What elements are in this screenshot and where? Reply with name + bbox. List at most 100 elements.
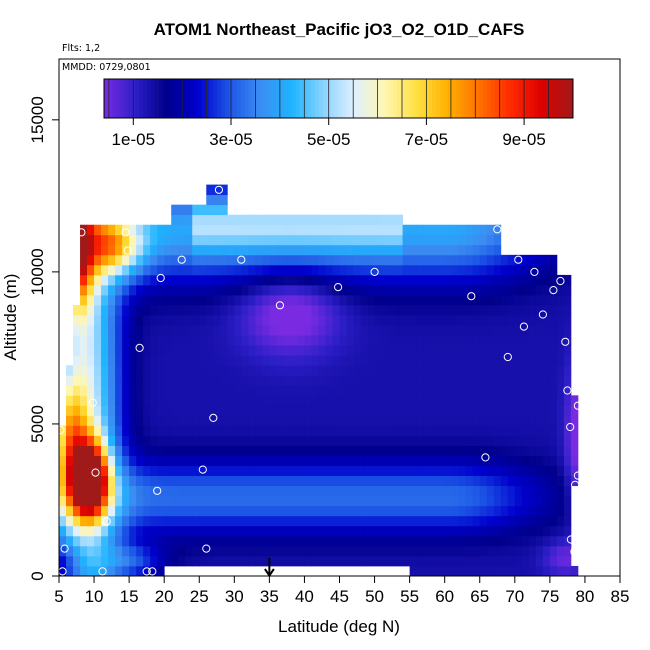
heat-cell	[206, 505, 214, 517]
heat-cell	[143, 264, 151, 276]
heat-cell	[220, 214, 228, 226]
heat-cell	[80, 555, 88, 567]
heat-cell	[206, 254, 214, 266]
heat-cell	[458, 395, 467, 406]
heat-cell	[290, 475, 298, 487]
heat-cell	[192, 244, 200, 256]
heat-cell	[493, 445, 502, 456]
heat-cell	[213, 545, 221, 557]
heat-cell	[528, 315, 537, 326]
heat-cell	[451, 254, 460, 266]
heat-cell	[290, 284, 298, 296]
heat-cell	[500, 545, 509, 557]
heat-cell	[500, 355, 509, 366]
heat-cell	[136, 505, 144, 517]
heat-cell	[430, 455, 439, 467]
heat-cell	[59, 505, 67, 517]
heat-cell	[80, 445, 88, 456]
heat-cell	[129, 234, 137, 246]
heat-cell	[220, 465, 228, 477]
heat-cell	[283, 465, 291, 477]
heat-cell	[507, 515, 516, 527]
heat-cell	[136, 385, 144, 396]
heat-cell	[220, 485, 228, 497]
heat-cell	[409, 375, 418, 386]
heat-cell	[423, 234, 432, 246]
heat-cell	[241, 375, 249, 386]
observation-marker	[573, 401, 583, 410]
heat-cell	[395, 555, 404, 567]
heat-cell	[563, 375, 572, 386]
heat-cell	[388, 515, 396, 527]
heat-cell	[556, 465, 565, 477]
colorbar-swatch	[404, 79, 410, 118]
heat-cell	[255, 545, 263, 557]
heat-cell	[451, 415, 460, 426]
heat-cell	[87, 395, 95, 406]
heat-cell	[171, 545, 179, 557]
heat-cell	[297, 305, 305, 316]
heat-cell	[157, 244, 165, 256]
heat-cell	[353, 415, 361, 426]
heat-cell	[227, 284, 235, 296]
heat-cell	[143, 525, 151, 537]
heat-cell	[192, 535, 200, 547]
heat-cell	[437, 355, 446, 366]
heat-cell	[227, 365, 235, 376]
heat-cell	[262, 505, 270, 517]
heat-cell	[192, 525, 200, 537]
heat-cell	[94, 355, 102, 366]
heat-cell	[213, 435, 221, 446]
heat-cell	[262, 405, 270, 416]
heat-cell	[206, 445, 214, 456]
heat-cell	[206, 184, 214, 196]
heat-cell	[108, 284, 116, 296]
heat-cell	[143, 224, 151, 236]
heat-cell	[192, 495, 200, 507]
heat-cell	[458, 224, 467, 236]
heat-cell	[115, 325, 123, 336]
heat-cell	[220, 425, 228, 436]
heat-cell	[171, 244, 179, 256]
heat-cell	[507, 305, 516, 316]
heat-cell	[297, 224, 305, 236]
heat-cell	[311, 465, 319, 477]
heat-cell	[444, 415, 453, 426]
heat-cell	[430, 355, 439, 366]
heat-cell	[339, 345, 347, 356]
heat-cell	[241, 385, 249, 396]
heat-cell	[528, 355, 537, 366]
colorbar-swatch	[432, 79, 437, 118]
heat-cell	[423, 365, 432, 376]
heat-cell	[227, 224, 235, 236]
heat-cell	[563, 525, 572, 537]
heat-cell	[493, 505, 502, 517]
heat-cell	[276, 515, 284, 527]
heat-cell	[353, 525, 361, 537]
heat-cell	[416, 395, 425, 406]
heat-cell	[157, 315, 165, 326]
heat-cell	[423, 395, 432, 406]
heat-cell	[409, 385, 418, 396]
heat-cell	[521, 555, 530, 567]
heat-cell	[465, 435, 474, 446]
heat-cell	[164, 455, 172, 467]
heat-cell	[409, 315, 418, 326]
heat-cell	[416, 535, 425, 547]
heat-cell	[472, 325, 481, 336]
heat-cell	[318, 465, 326, 477]
heat-cell	[535, 315, 544, 326]
heat-cell	[549, 415, 558, 426]
heat-cell	[423, 335, 432, 346]
heat-cell	[248, 234, 256, 246]
heat-cell	[381, 475, 389, 487]
heat-cell	[381, 445, 389, 456]
heat-cell	[430, 405, 439, 416]
heat-cell	[542, 375, 551, 386]
heat-cell	[297, 284, 305, 296]
heat-cell	[297, 485, 305, 497]
heat-cell	[129, 315, 137, 326]
heat-cell	[129, 475, 137, 487]
heat-cell	[549, 495, 558, 507]
